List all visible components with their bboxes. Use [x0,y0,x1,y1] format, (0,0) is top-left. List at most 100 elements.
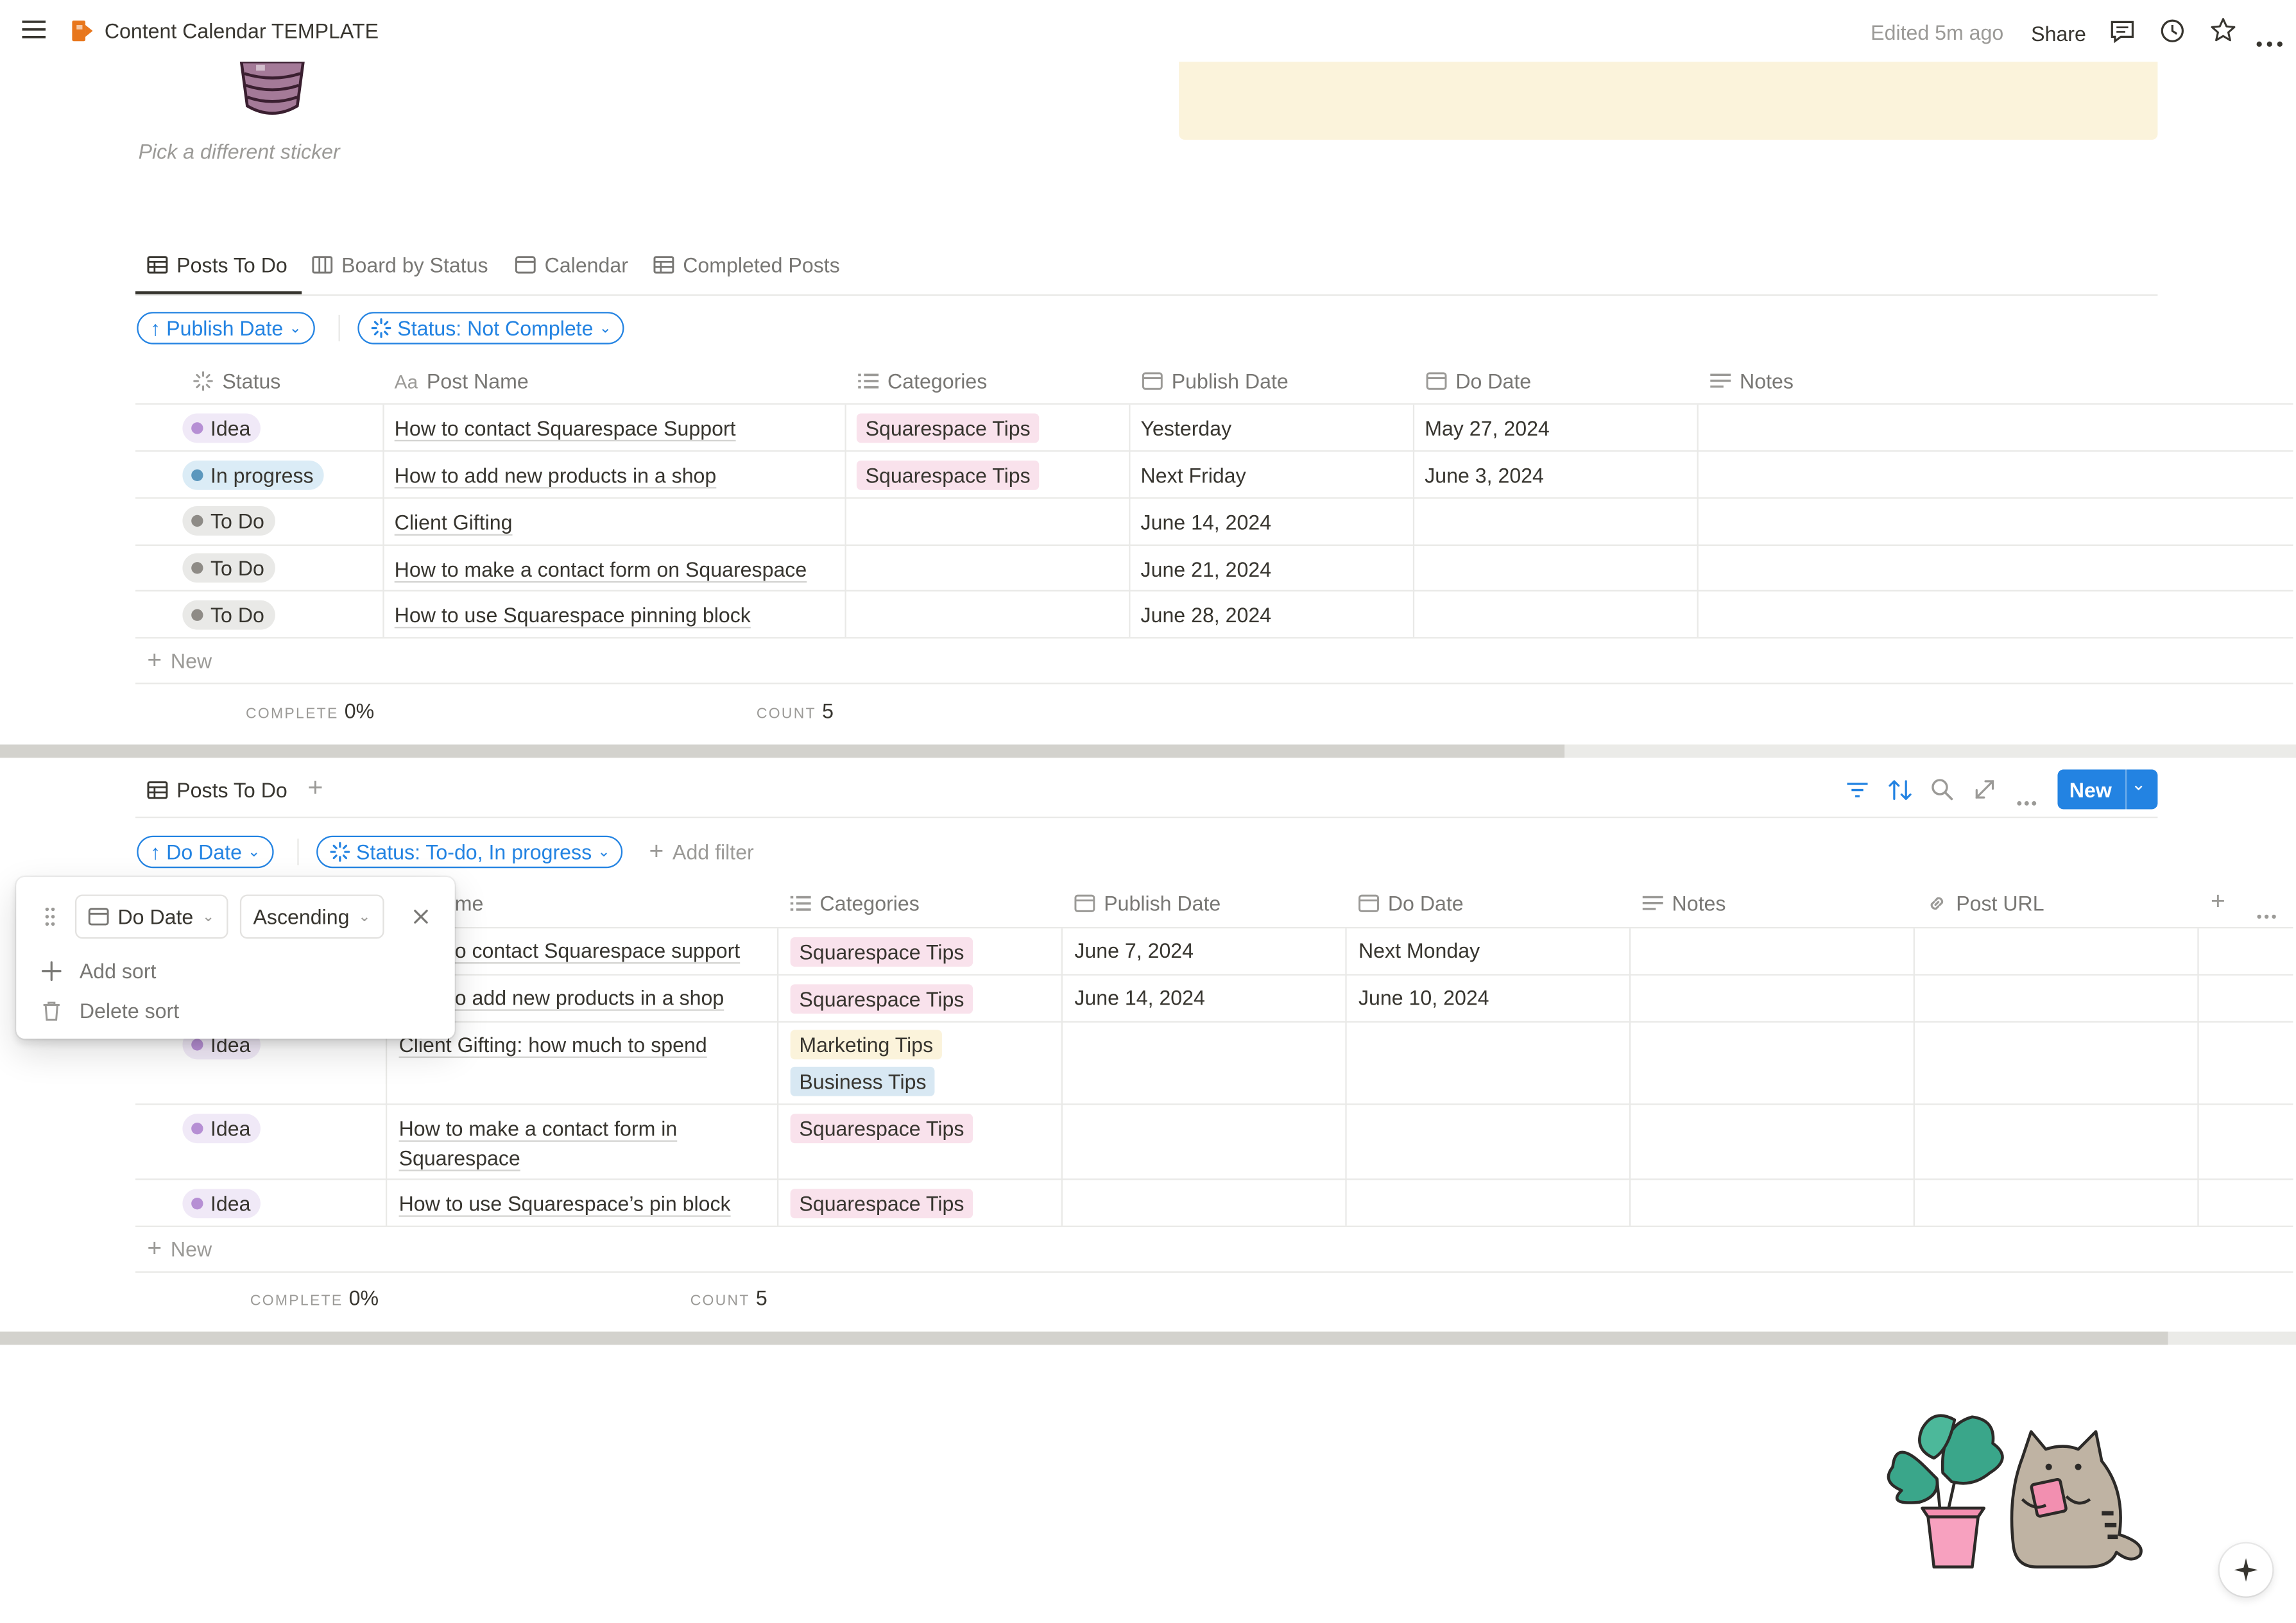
add-filter-button[interactable]: + Add filter [649,838,753,863]
view-options-icon[interactable] [2016,787,2037,813]
tab-completed-posts[interactable]: Completed Posts [653,253,840,276]
sort-pill-publish-date[interactable]: ↑ Publish Date ⌄ [137,312,315,344]
horizontal-scrollbar-thumb[interactable] [0,744,1565,758]
status-label: To Do [210,509,264,533]
status-badge-to-do[interactable]: To Do [182,553,275,583]
column-header-publish-date[interactable]: Publish Date [1074,892,1221,915]
expand-icon[interactable] [1974,778,1996,808]
publish-date[interactable]: Yesterday [1140,416,1232,440]
column-divider [1697,404,1699,638]
sort-property-select[interactable]: Do Date ⌄ [74,894,228,939]
status-badge-idea[interactable]: Idea [182,413,261,443]
summary-label: COUNT [756,706,816,723]
new-button[interactable]: New ⌄ [2057,769,2158,810]
category-tag[interactable]: Marketing Tips [790,1030,943,1060]
horizontal-scrollbar-track[interactable] [0,744,2296,758]
drag-handle-icon[interactable] [44,906,56,935]
database-title[interactable]: Posts To Do [147,778,287,802]
sort-arrows-icon[interactable] [1889,778,1912,809]
sort-pill-do-date[interactable]: ↑ Do Date ⌄ [137,835,274,869]
status-badge-to-do[interactable]: To Do [182,600,275,630]
calendar-icon [1142,372,1163,390]
status-badge-idea[interactable]: Idea [182,1114,261,1144]
post-name[interactable]: How to use Squarespace pinning block [394,603,751,627]
category-tag[interactable]: Squarespace Tips [790,1114,973,1144]
row-divider [135,1021,2293,1023]
tab-calendar[interactable]: Calendar [515,253,628,276]
status-badge-in-progress[interactable]: In progress [182,460,324,490]
category-tag[interactable]: Squarespace Tips [790,937,973,967]
post-name[interactable]: How to add new products in a shop [394,463,717,488]
comments-icon[interactable] [2109,18,2136,52]
column-options-icon[interactable] [2256,901,2277,927]
history-icon[interactable] [2159,18,2186,52]
add-property-plus-icon[interactable]: + [2210,887,2225,915]
new-row-button[interactable]: + New [147,647,212,672]
horizontal-scrollbar-track[interactable] [0,1331,2296,1345]
status-badge-to-do[interactable]: To Do [182,506,275,536]
complete-summary[interactable]: COMPLETE 0% [250,1286,379,1310]
new-row-button[interactable]: + New [147,1236,212,1261]
do-date[interactable]: May 27, 2024 [1425,416,1550,440]
count-summary[interactable]: COUNT 5 [690,1286,767,1310]
category-tag[interactable]: Squarespace Tips [856,413,1040,443]
column-header-post-name[interactable]: Aa Post Name [395,370,529,393]
status-badge-idea[interactable]: Idea [182,1189,261,1219]
column-header-notes[interactable]: Notes [1710,370,1794,393]
search-icon[interactable] [1931,778,1953,808]
post-name[interactable]: How to make a contact form in [398,1116,678,1141]
category-tag[interactable]: Business Tips [790,1066,936,1096]
publish-date[interactable]: June 28, 2024 [1140,603,1272,627]
category-tag[interactable]: Squarespace Tips [790,984,973,1014]
publish-date[interactable]: June 21, 2024 [1140,557,1272,581]
filter-pill-status[interactable]: Status: To-do, In progress ⌄ [316,835,624,869]
do-date[interactable]: June 3, 2024 [1425,463,1544,488]
post-name[interactable]: o contact Squarespace support [454,939,741,963]
column-divider [1129,404,1131,638]
sticker-image[interactable] [239,60,307,117]
do-date[interactable]: Next Monday [1358,939,1480,963]
delete-sort-button[interactable]: Delete sort [41,999,179,1023]
filter-pill-status[interactable]: Status: Not Complete ⌄ [357,312,625,344]
remove-sort-close-icon[interactable] [412,906,430,933]
favorite-star-icon[interactable] [2209,16,2238,51]
ai-assistant-button[interactable] [2219,1543,2273,1597]
more-options-icon[interactable] [2256,28,2283,55]
tab-board-by-status[interactable]: Board by Status [312,253,488,276]
column-header-do-date[interactable]: Do Date [1358,892,1464,915]
column-header-do-date[interactable]: Do Date [1426,370,1531,393]
publish-date[interactable]: June 14, 2024 [1140,510,1272,534]
count-summary[interactable]: COUNT 5 [757,699,834,722]
column-header-publish-date[interactable]: Publish Date [1142,370,1289,393]
chevron-down-icon[interactable]: ⌄ [2131,774,2146,795]
category-tag[interactable]: Squarespace Tips [790,1189,973,1219]
do-date[interactable]: June 10, 2024 [1358,985,1489,1010]
add-sort-button[interactable]: Add sort [41,959,156,983]
tab-posts-to-do[interactable]: Posts To Do [147,253,287,276]
column-header-categories[interactable]: Categories [790,892,920,915]
add-view-plus-icon[interactable]: + [307,772,323,803]
publish-date[interactable]: Next Friday [1140,463,1246,488]
post-name[interactable]: o add new products in a shop [454,985,724,1010]
page-title[interactable]: Content Calendar TEMPLATE [104,19,379,43]
post-name[interactable]: How to make a contact form on Squarespac… [394,557,807,581]
horizontal-scrollbar-thumb[interactable] [0,1331,2168,1345]
complete-summary[interactable]: COMPLETE 0% [246,699,374,722]
sort-direction-select[interactable]: Ascending ⌄ [239,894,384,939]
post-name[interactable]: How to contact Squarespace Support [394,416,736,440]
sidebar-menu-icon[interactable] [22,19,46,40]
column-header-notes[interactable]: Notes [1642,892,1726,915]
publish-date[interactable]: June 14, 2024 [1074,985,1205,1010]
column-header-status[interactable]: Status [193,370,280,393]
publish-date[interactable]: June 7, 2024 [1074,939,1194,963]
post-name-continued[interactable]: Squarespace [398,1146,520,1170]
column-header-categories[interactable]: Categories [858,370,987,393]
share-button[interactable]: Share [2031,22,2086,46]
category-tag[interactable]: Squarespace Tips [856,460,1040,490]
filter-icon[interactable] [1847,780,1868,808]
post-name[interactable]: How to use Squarespace’s pin block [398,1191,731,1216]
column-header-post-name[interactable]: me [455,892,484,915]
column-header-post-url[interactable]: Post URL [1926,892,2044,915]
sticker-caption[interactable]: Pick a different sticker [138,139,340,164]
post-name[interactable]: Client Gifting [394,510,513,534]
